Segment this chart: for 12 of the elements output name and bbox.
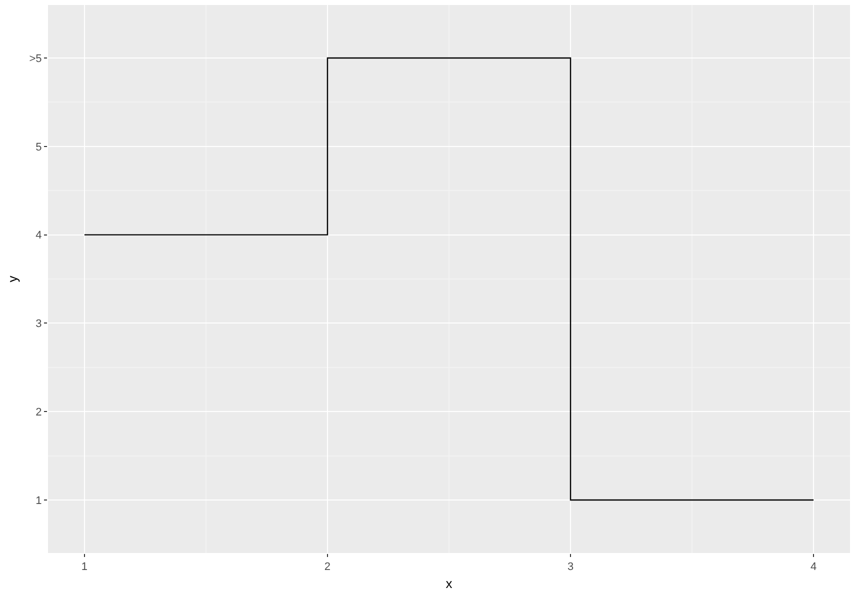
x-tick-label: 2 — [324, 561, 331, 574]
y-axis-title: y — [5, 275, 20, 282]
x-axis-title: x — [446, 576, 453, 591]
x-tick-label: 1 — [81, 561, 88, 574]
x-tick-label: 3 — [567, 561, 574, 574]
y-tick-label: 1 — [36, 494, 42, 507]
y-tick-label: >5 — [29, 52, 42, 65]
y-tick-label: 5 — [36, 141, 42, 154]
y-tick-label: 2 — [36, 406, 42, 418]
x-tick-label: 4 — [810, 561, 817, 574]
y-tick-label: 4 — [36, 230, 42, 242]
y-tick-label: 3 — [36, 318, 42, 330]
